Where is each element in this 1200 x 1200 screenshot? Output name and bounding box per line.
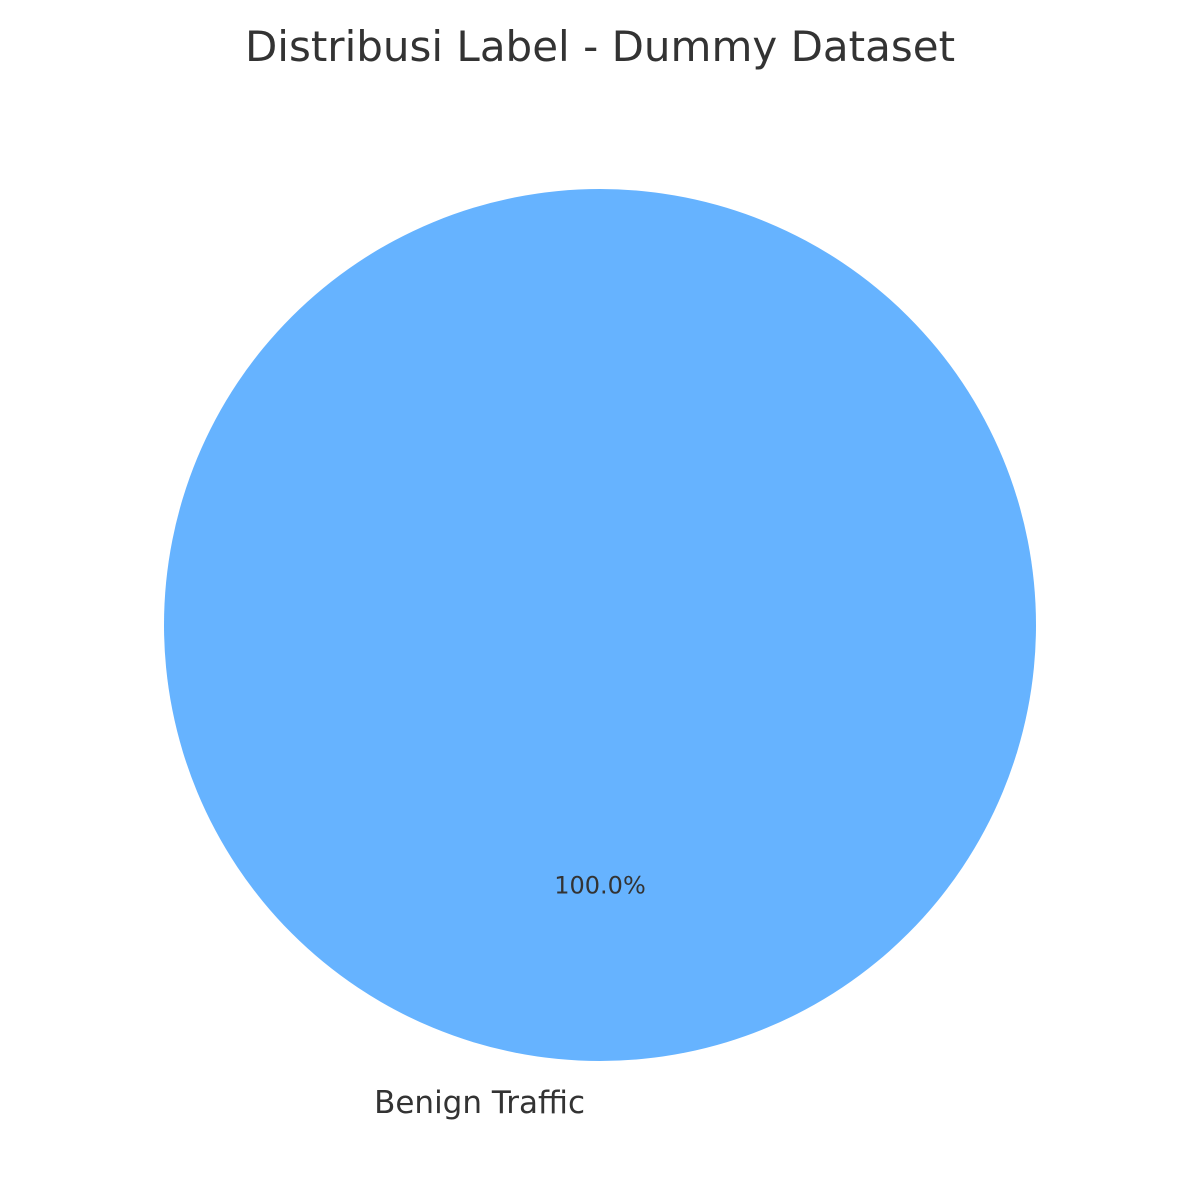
chart-title: Distribusi Label - Dummy Dataset	[244, 22, 956, 71]
pie-labels: 100.0% Benign Traffic	[374, 872, 646, 1122]
pie-slice	[164, 189, 1036, 1061]
pie-category-label: Benign Traffic	[374, 1085, 585, 1121]
pie-slices	[164, 189, 1036, 1061]
pie-percent-label: 100.0%	[554, 872, 646, 900]
